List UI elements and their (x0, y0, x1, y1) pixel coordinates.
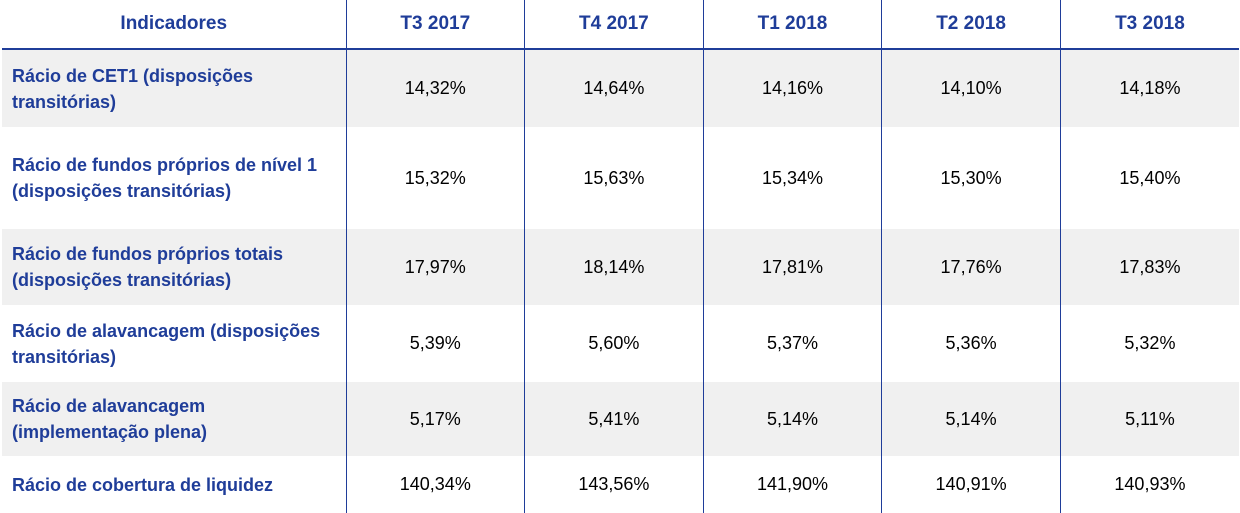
cell-value: 14,32% (345, 49, 525, 127)
cell-value: 143,56% (524, 456, 704, 513)
cell-value: 5,14% (702, 382, 882, 456)
table-row: Rácio de cobertura de liquidez 140,34% 1… (2, 456, 1239, 513)
cell-value: 17,97% (345, 229, 525, 305)
row-label: Rácio de fundos próprios totais (disposi… (2, 229, 346, 305)
table-header-row: Indicadores T3 2017 T4 2017 T1 2018 T2 2… (2, 0, 1239, 50)
table-row: Rácio de fundos próprios de nível 1 (dis… (2, 127, 1239, 229)
row-label: Rácio de alavancagem (implementação plen… (2, 382, 346, 456)
cell-value: 5,39% (345, 305, 525, 382)
cell-value: 14,10% (881, 49, 1061, 127)
header-indicators: Indicadores (2, 0, 346, 50)
cell-value: 5,36% (881, 305, 1061, 382)
cell-value: 18,14% (524, 229, 704, 305)
cell-value: 140,93% (1059, 456, 1239, 513)
header-period: T3 2018 (1059, 0, 1239, 50)
table-row: Rácio de CET1 (disposições transitórias)… (2, 49, 1239, 127)
cell-value: 15,34% (702, 127, 882, 229)
cell-value: 15,40% (1059, 127, 1239, 229)
cell-value: 14,64% (524, 49, 704, 127)
row-label: Rácio de CET1 (disposições transitórias) (2, 49, 346, 127)
cell-value: 5,14% (881, 382, 1061, 456)
header-period: T4 2017 (524, 0, 704, 50)
header-period: T2 2018 (881, 0, 1061, 50)
row-label: Rácio de alavancagem (disposições transi… (12, 320, 321, 367)
cell-value: 15,30% (881, 127, 1061, 229)
table-row: Rácio de alavancagem (disposições transi… (2, 305, 1239, 382)
table-row: Rácio de alavancagem (implementação plen… (2, 382, 1239, 456)
cell-value: 140,91% (881, 456, 1061, 513)
cell-value: 17,81% (702, 229, 882, 305)
cell-value: 17,83% (1059, 229, 1239, 305)
cell-value: 15,63% (524, 127, 704, 229)
cell-value: 15,32% (345, 127, 525, 229)
cell-value: 5,37% (702, 305, 882, 382)
row-label: Rácio de cobertura de liquidez (12, 474, 274, 495)
cell-value: 5,11% (1059, 382, 1239, 456)
table-row: Rácio de fundos próprios totais (disposi… (2, 229, 1239, 305)
cell-value: 14,16% (702, 49, 882, 127)
cell-value: 5,60% (524, 305, 704, 382)
header-period: T3 2017 (345, 0, 525, 50)
cell-value: 5,41% (524, 382, 704, 456)
cell-value: 17,76% (881, 229, 1061, 305)
cell-value: 140,34% (345, 456, 525, 513)
header-period: T1 2018 (702, 0, 882, 50)
cell-value: 141,90% (702, 456, 882, 513)
cell-value: 5,17% (345, 382, 525, 456)
row-label: Rácio de fundos próprios de nível 1 (dis… (12, 155, 318, 201)
cell-value: 14,18% (1059, 49, 1239, 127)
cell-value: 5,32% (1059, 305, 1239, 382)
